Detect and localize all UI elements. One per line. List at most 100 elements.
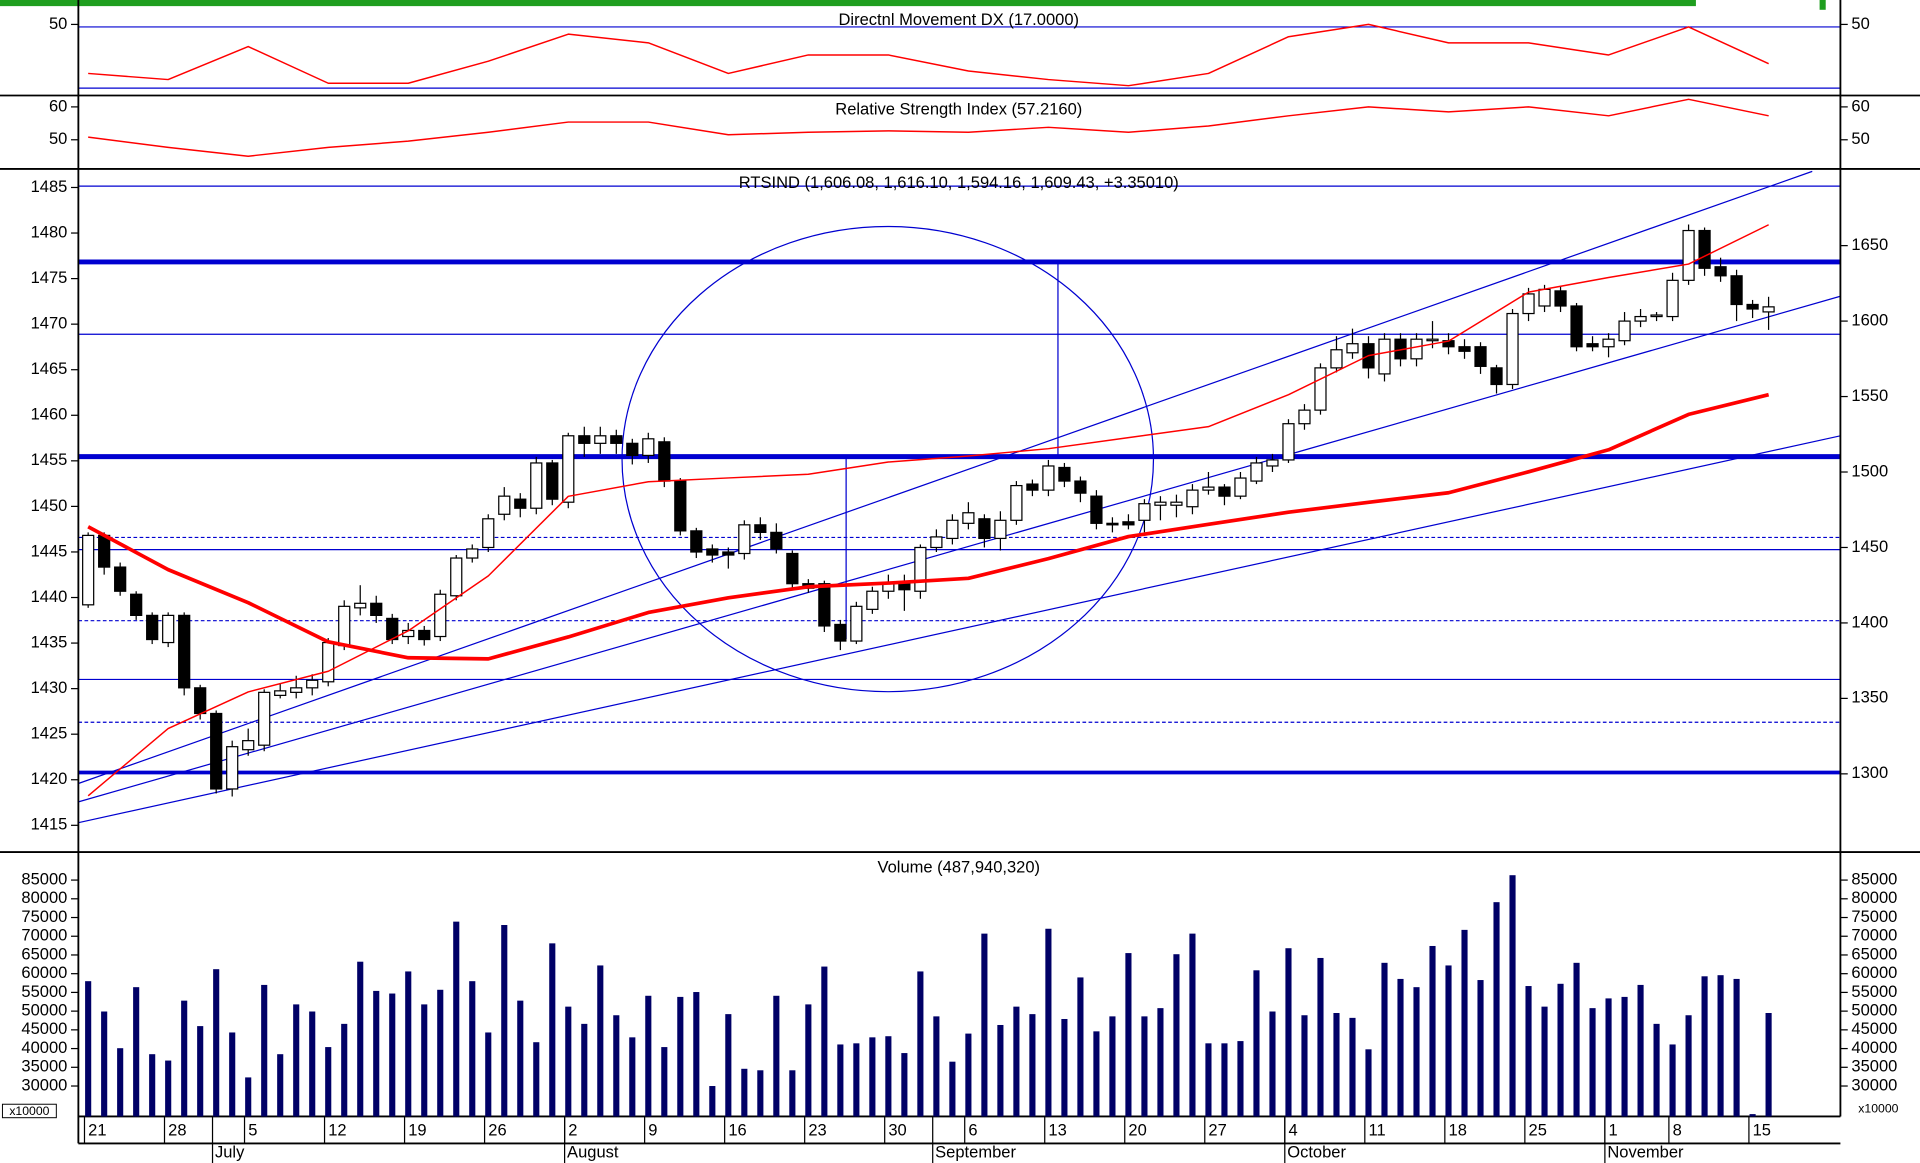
candle-body bbox=[1378, 338, 1391, 375]
volume-bar bbox=[1109, 1016, 1116, 1117]
indicator-line bbox=[87, 392, 1770, 661]
volume-bar bbox=[693, 992, 700, 1117]
volume-bar bbox=[341, 1023, 348, 1117]
volume-bar bbox=[741, 1068, 748, 1117]
volume-bar bbox=[1045, 928, 1052, 1117]
candle-body bbox=[1554, 290, 1567, 307]
volume-bar bbox=[453, 921, 460, 1117]
volume-bar bbox=[1429, 945, 1436, 1117]
circle bbox=[621, 225, 1155, 693]
volume-bar bbox=[85, 981, 92, 1117]
candle-body bbox=[1298, 409, 1311, 425]
volume-bar bbox=[501, 925, 508, 1117]
volume-bar bbox=[1285, 948, 1292, 1117]
month-label: September bbox=[935, 1143, 1016, 1162]
x-tick-label: 13 bbox=[1048, 1121, 1066, 1140]
candle-body bbox=[818, 583, 831, 627]
y-tick-label: 55000 bbox=[1851, 982, 1897, 1001]
volume-bar bbox=[1029, 1014, 1036, 1117]
candle-body bbox=[226, 746, 239, 790]
volume-bar bbox=[549, 943, 556, 1117]
volume-bar bbox=[1013, 1006, 1020, 1117]
candle-body bbox=[1106, 522, 1119, 526]
volume-bar bbox=[469, 981, 476, 1117]
volume-bar bbox=[533, 1042, 540, 1117]
candle-body bbox=[482, 518, 495, 549]
y-tick-label: 1300 bbox=[1851, 763, 1888, 782]
y-tick-label: 1435 bbox=[31, 632, 68, 651]
volume-bar bbox=[1765, 1013, 1772, 1117]
volume-bar bbox=[581, 1023, 588, 1117]
y-tick-label: 1445 bbox=[31, 541, 68, 560]
volume-bar bbox=[1557, 983, 1564, 1117]
top-bar bbox=[0, 0, 1696, 7]
candle-body bbox=[530, 462, 543, 509]
volume-bar bbox=[1621, 996, 1628, 1117]
volume-bar bbox=[933, 1016, 940, 1117]
candle-body bbox=[546, 462, 559, 500]
y-tick-label: 1480 bbox=[31, 222, 68, 241]
indicator-line bbox=[88, 23, 1769, 87]
volume-bar bbox=[613, 1015, 620, 1117]
volume-bar bbox=[1669, 1044, 1676, 1117]
volume-bar bbox=[661, 1047, 668, 1117]
y-tick-label: 1460 bbox=[31, 405, 68, 424]
y-tick-label: 50 bbox=[1851, 129, 1869, 148]
candle-body bbox=[642, 438, 655, 457]
top-bar-mark bbox=[1819, 0, 1826, 10]
volume-bar bbox=[181, 1000, 188, 1117]
x-tick-label: 20 bbox=[1128, 1121, 1146, 1140]
y-tick-label: 65000 bbox=[1851, 944, 1897, 963]
y-tick-label: 75000 bbox=[21, 907, 67, 926]
candle-body bbox=[242, 740, 255, 751]
volume-bar bbox=[309, 1011, 316, 1117]
x-tick-label: 9 bbox=[648, 1121, 657, 1140]
panel-title: Relative Strength Index (57.2160) bbox=[835, 100, 1082, 119]
volume-bar bbox=[805, 1004, 812, 1117]
candle-body bbox=[1570, 305, 1583, 348]
x-tick-label: 15 bbox=[1753, 1121, 1771, 1140]
y-tick-label: 50 bbox=[1851, 14, 1869, 33]
y-tick-label: 1440 bbox=[31, 587, 68, 606]
x-tick-label: 27 bbox=[1208, 1121, 1226, 1140]
volume-bar bbox=[1333, 1013, 1340, 1117]
volume-bar bbox=[1317, 957, 1324, 1117]
candle-body bbox=[1202, 486, 1215, 491]
candle-body bbox=[290, 687, 303, 693]
candle-body bbox=[162, 614, 175, 644]
y-tick-label: 1550 bbox=[1851, 386, 1888, 405]
month-label: August bbox=[567, 1143, 619, 1162]
candle-body bbox=[306, 679, 319, 689]
volume-bar bbox=[517, 1000, 524, 1117]
y-tick-label: 1650 bbox=[1851, 235, 1888, 254]
x-tick-label: 12 bbox=[328, 1121, 346, 1140]
candle-body bbox=[1282, 423, 1295, 461]
candle-body bbox=[1714, 266, 1727, 277]
x-tick-label: 4 bbox=[1288, 1121, 1297, 1140]
volume-bar bbox=[165, 1060, 172, 1117]
volume-bar bbox=[1685, 1015, 1692, 1117]
x-tick-label: 2 bbox=[568, 1121, 577, 1140]
volume-bar bbox=[277, 1054, 284, 1117]
candle-body bbox=[114, 566, 127, 592]
candle-body bbox=[418, 629, 431, 641]
volume-bar bbox=[597, 965, 604, 1117]
indicator-line bbox=[87, 224, 1769, 797]
volume-bar bbox=[1189, 933, 1196, 1117]
candle-body bbox=[786, 552, 799, 585]
volume-bar bbox=[645, 995, 652, 1117]
candle-body bbox=[674, 480, 687, 532]
volume-bar bbox=[853, 1043, 860, 1117]
volume-bar bbox=[885, 1036, 892, 1117]
volume-bar bbox=[149, 1054, 156, 1117]
candle-body bbox=[626, 442, 639, 457]
y-tick-label: 50000 bbox=[1851, 1000, 1897, 1019]
volume-bar bbox=[1525, 986, 1532, 1117]
y-tick-label: 70000 bbox=[21, 926, 67, 945]
volume-bar bbox=[1301, 1015, 1308, 1117]
candle-body bbox=[834, 623, 847, 642]
candle-body bbox=[1170, 501, 1183, 506]
indicator-line bbox=[88, 98, 1769, 157]
x-tick-label: 11 bbox=[1368, 1121, 1385, 1140]
